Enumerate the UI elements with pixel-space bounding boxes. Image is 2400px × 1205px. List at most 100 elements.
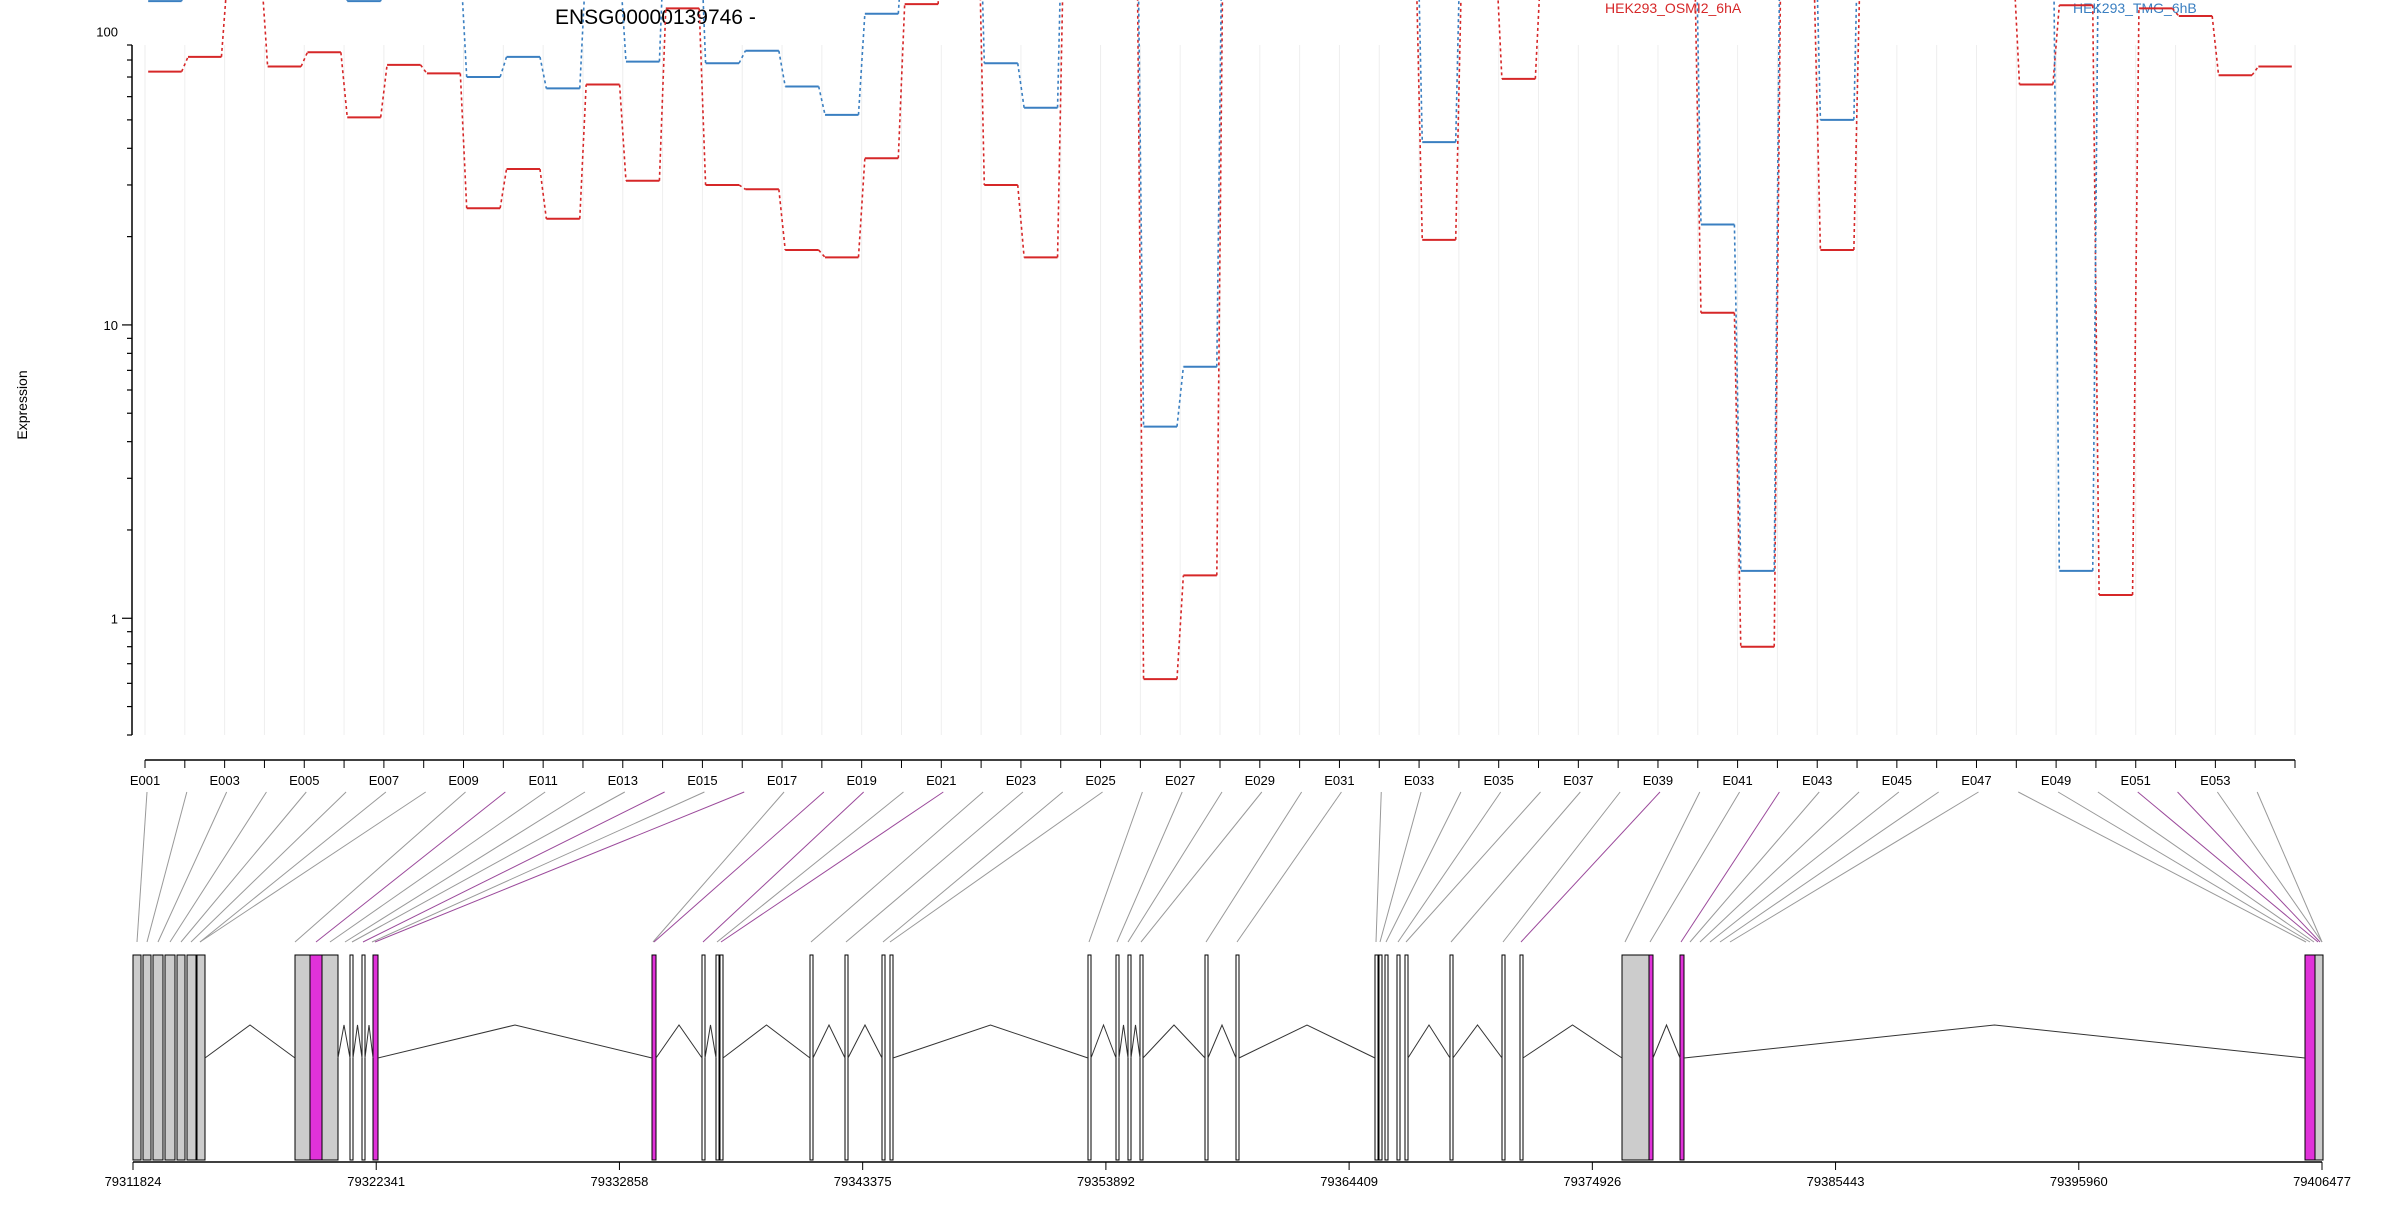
genomic-coordinate-axis: 79311824 79322341 79332858 79343375 79353892… xyxy=(105,1161,2351,1189)
series-connector xyxy=(2091,0,2099,571)
exon-box xyxy=(142,954,152,1161)
exon-connector xyxy=(1689,791,1820,943)
intron-line xyxy=(812,1023,846,1059)
x-tick-label: E033 xyxy=(1404,773,1434,788)
exon-connector xyxy=(653,791,825,943)
exon-connector xyxy=(1719,791,1939,943)
exon-connector xyxy=(1520,791,1661,943)
x-tick-label: E045 xyxy=(1882,773,1912,788)
exon-connector xyxy=(1127,791,1223,943)
series-connector xyxy=(1454,0,1462,240)
exon-box xyxy=(809,954,814,1161)
exon-connector xyxy=(2216,791,2323,943)
x-tick-label: E017 xyxy=(767,773,797,788)
exon-box xyxy=(2304,954,2316,1161)
exon-connector xyxy=(2256,791,2323,943)
exon-box xyxy=(1621,954,1650,1161)
exon-connector xyxy=(1385,791,1462,943)
intron-line xyxy=(722,1024,811,1059)
exon-connectors xyxy=(136,791,2323,943)
exon-box xyxy=(361,954,366,1161)
exon-box xyxy=(715,954,720,1161)
series-connector xyxy=(379,0,382,2)
x-tick-label: E051 xyxy=(2121,773,2151,788)
x-tick-label: E041 xyxy=(1722,773,1752,788)
series-connector xyxy=(1016,184,1025,258)
exon-connector xyxy=(810,791,984,943)
exon-connector xyxy=(146,791,188,943)
exon-box xyxy=(132,954,142,1161)
x-tick-label: E009 xyxy=(448,773,478,788)
x-tick-label: E043 xyxy=(1802,773,1832,788)
intron-line xyxy=(1407,1024,1451,1059)
series-osmi2 xyxy=(148,0,2292,681)
series-connector xyxy=(578,84,587,219)
x-tick-label: E001 xyxy=(130,773,160,788)
exon-connector xyxy=(1116,791,1183,943)
exon-connector xyxy=(1379,791,1422,943)
coordinate-tick-label: 79353892 xyxy=(1077,1174,1135,1189)
series-connector xyxy=(419,64,428,74)
exon-box xyxy=(1449,954,1454,1161)
series-connector xyxy=(180,0,183,2)
x-tick-label: E021 xyxy=(926,773,956,788)
coordinate-tick-label: 79311824 xyxy=(105,1174,162,1189)
exon-connector xyxy=(362,791,665,943)
exon-connector xyxy=(1502,791,1621,943)
intron-line xyxy=(892,1024,1089,1059)
coordinate-tick-label: 79406477 xyxy=(2293,1174,2351,1189)
coordinate-tick-label: 79332858 xyxy=(591,1174,649,1189)
series-connector xyxy=(1136,0,1145,680)
intron-line xyxy=(1118,1024,1129,1059)
exon-box xyxy=(1404,954,1409,1161)
series-connector xyxy=(346,0,349,2)
exon-connector xyxy=(294,791,466,943)
exon-connector xyxy=(1699,791,1860,943)
grid-lines xyxy=(144,45,2296,735)
exon-box xyxy=(1087,954,1092,1161)
intron-line xyxy=(352,1024,363,1059)
series-connector xyxy=(1176,366,1185,427)
exon-box xyxy=(1501,954,1506,1161)
series-tmg xyxy=(148,0,2099,572)
exon-connector xyxy=(1375,791,1382,943)
legend-entry-osmi2: HEK293_OSMI2_6hA xyxy=(1605,0,1742,16)
intron-line xyxy=(704,1024,717,1059)
exon-connector xyxy=(716,791,904,943)
exon-connector xyxy=(169,791,267,943)
series-connector xyxy=(857,158,866,258)
exon-box xyxy=(349,954,354,1161)
series-connector xyxy=(262,0,269,67)
y-tick-label: 10 xyxy=(104,318,118,333)
series-connector xyxy=(778,189,787,251)
intron-line xyxy=(1452,1024,1503,1059)
coordinate-tick-label: 79395960 xyxy=(2050,1174,2108,1189)
exon-connector xyxy=(199,791,426,943)
exon-box xyxy=(196,954,206,1161)
series-connector xyxy=(1733,312,1742,647)
intron-line xyxy=(1130,1024,1141,1059)
x-tick-label: E031 xyxy=(1324,773,1354,788)
exon-connector xyxy=(882,791,1064,943)
y-tick-label: 100 xyxy=(96,25,118,40)
exon-connector xyxy=(2177,791,2321,943)
series-connector xyxy=(1696,0,1702,225)
series-connector xyxy=(937,0,940,5)
exon-connector xyxy=(371,791,705,943)
exon-connector xyxy=(1088,791,1143,943)
x-tick-label: E039 xyxy=(1643,773,1673,788)
intron-line xyxy=(847,1023,883,1059)
exon-connector xyxy=(180,791,307,943)
exon-box xyxy=(701,954,706,1161)
exon-box xyxy=(1648,954,1654,1161)
series-connector xyxy=(539,56,548,89)
series-connector xyxy=(618,84,627,181)
series-connector xyxy=(180,56,189,72)
series-connector xyxy=(857,13,866,115)
x-tick-label: E007 xyxy=(369,773,399,788)
exon-box xyxy=(1378,954,1383,1161)
x-tick-label: E003 xyxy=(209,773,239,788)
exon-box xyxy=(1396,954,1401,1161)
exon-connector xyxy=(720,791,944,943)
